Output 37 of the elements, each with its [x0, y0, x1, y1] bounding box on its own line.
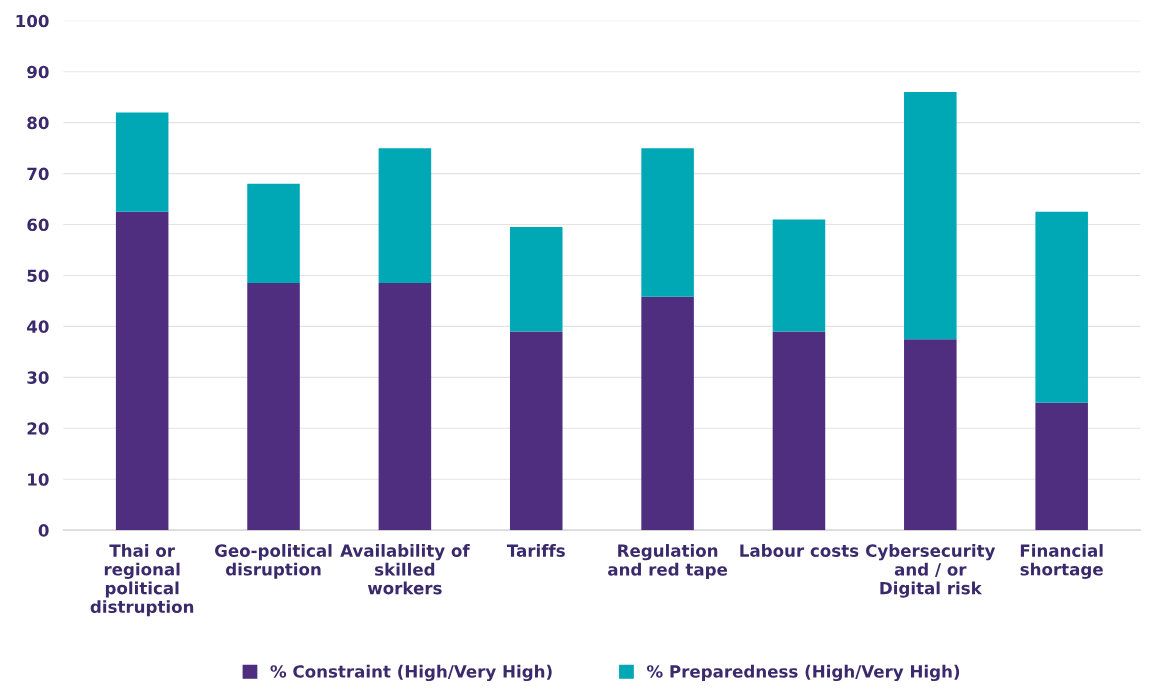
y-tick-label: 90 — [27, 65, 49, 79]
y-tick-label: 100 — [16, 14, 49, 28]
legend-label: % Constraint (High/Very High) — [270, 664, 552, 682]
bar — [1035, 211, 1088, 403]
bar — [641, 148, 694, 297]
x-tick-label: Cybersecurity and / or Digital risk — [866, 544, 996, 598]
bar — [247, 283, 300, 531]
bar — [115, 211, 169, 531]
x-tick-label: Geo-political disruption — [215, 544, 332, 579]
y-tick-label: 30 — [27, 371, 49, 384]
y-tick-label: 70 — [27, 167, 49, 181]
bar — [772, 219, 826, 332]
x-tick-label: Labour costs — [740, 544, 859, 557]
x-tick-label: Regulation and red tape — [608, 544, 728, 579]
y-tick-label: 60 — [27, 218, 49, 232]
bar — [378, 283, 432, 531]
y-tick-label: 80 — [27, 116, 49, 130]
x-tick-label: Availability of skilled workers — [340, 544, 470, 595]
bar — [904, 92, 957, 340]
y-tick-label: 20 — [27, 422, 49, 435]
bar — [772, 331, 826, 531]
bar — [378, 148, 432, 284]
y-tick-label: 0 — [38, 524, 49, 537]
x-tick-label: Tariffs — [506, 544, 565, 557]
bar — [509, 227, 563, 332]
x-tick-label: Financial shortage — [1020, 544, 1103, 579]
bar — [247, 183, 300, 284]
bar — [115, 112, 169, 212]
bar — [509, 331, 563, 531]
y-tick-label: 40 — [27, 320, 49, 333]
y-tick-label: 50 — [27, 269, 49, 283]
y-tick-label: 10 — [28, 473, 49, 486]
x-tick-label: Thai or regional political distruption — [90, 544, 194, 617]
legend-label: % Preparedness (High/Very High) — [646, 664, 960, 682]
bar — [904, 339, 957, 531]
bar — [641, 296, 694, 531]
bar — [1035, 402, 1088, 531]
